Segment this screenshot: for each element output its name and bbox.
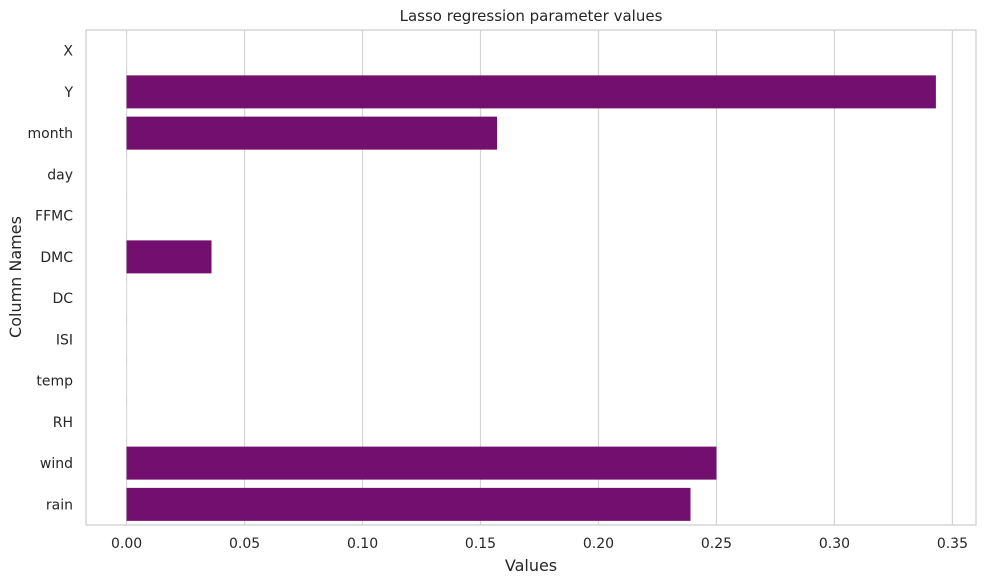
x-tick-label: 0.30 [819,536,850,552]
chart-title: Lasso regression parameter values [400,7,663,25]
bars [126,34,936,521]
x-tick-label: 0.25 [701,536,732,552]
bar-dc [126,281,128,315]
y-tick-label: DC [52,291,73,307]
bar-wind [126,446,717,480]
y-tick-label: temp [36,374,73,390]
grid [125,30,954,525]
y-axis-label: Column Names [6,216,25,338]
y-tick-label: Y [63,85,73,101]
bar-ffmc [126,199,128,233]
x-tick-label: 0.10 [347,536,378,552]
bar-day [126,157,128,191]
bar-y [126,75,936,109]
y-tick-label: X [63,44,73,60]
x-tick-label: 0.35 [937,536,968,552]
y-tick-label: RH [53,415,73,431]
y-tick-label: DMC [40,250,73,266]
y-tick-label: month [28,126,73,142]
bar-temp [126,364,128,398]
y-tick-label: day [47,167,73,183]
x-tick-labels: 0.00 0.05 0.10 0.15 0.20 0.25 0.30 0.35 [111,536,968,552]
bar-rh [126,405,128,439]
bar-rain [126,487,691,521]
bar-dmc [126,240,212,274]
x-tick-label: 0.05 [229,536,260,552]
bar-x [126,34,128,68]
bar-month [126,116,498,150]
y-tick-label: wind [40,456,73,472]
y-tick-label: ISI [56,332,73,348]
plot-frame [85,29,977,526]
x-tick-label: 0.20 [583,536,614,552]
bar-isi [126,322,128,356]
y-tick-label: rain [46,497,73,513]
x-tick-label: 0.15 [465,536,496,552]
y-tick-label: FFMC [35,209,73,225]
x-tick-label: 0.00 [111,536,142,552]
x-axis-label: Values [505,556,557,575]
